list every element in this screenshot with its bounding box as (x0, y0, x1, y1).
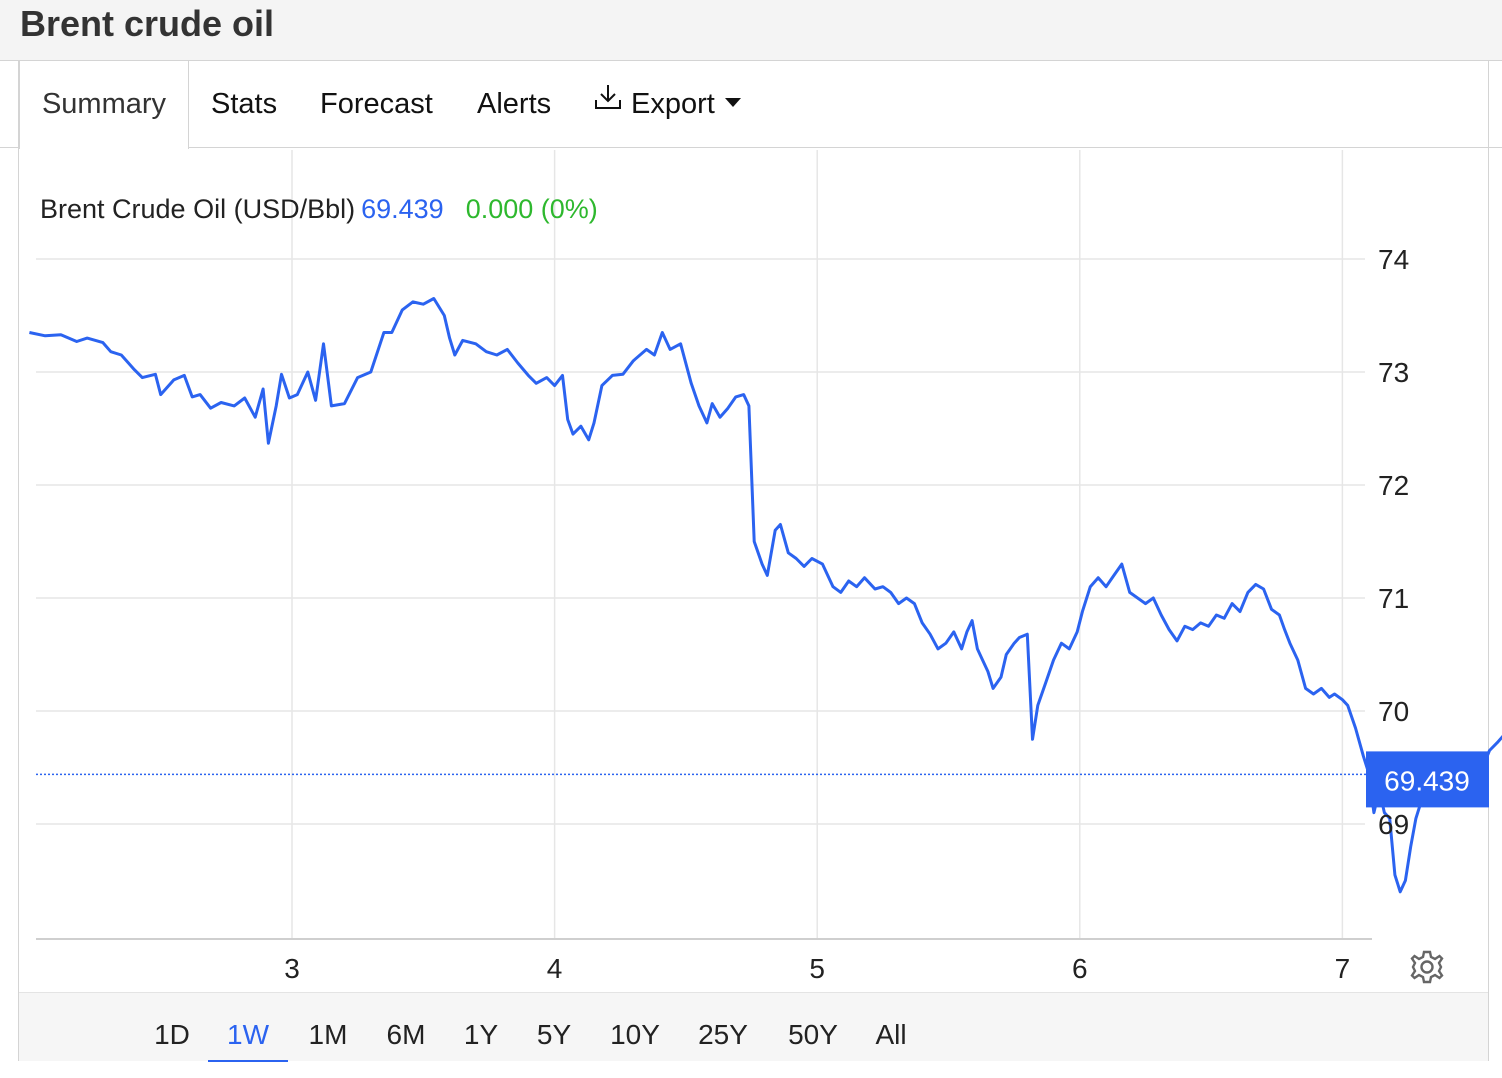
current-price-badge (1366, 751, 1489, 808)
tab-alerts-label: Alerts (477, 88, 552, 120)
x-tick-label: 5 (809, 953, 825, 984)
chevron-down-icon (724, 97, 741, 107)
export-dropdown[interactable]: Export (593, 61, 741, 148)
range-button-1w[interactable]: 1W (208, 1010, 288, 1062)
range-button-5y[interactable]: 5Y (536, 1019, 572, 1050)
page-header: Brent crude oil (0, 0, 1502, 61)
chart-legend: Brent Crude Oil (USD/Bbl) 69.439 0.000 (0%… (40, 190, 598, 228)
range-button-1d[interactable]: 1D (154, 1019, 190, 1050)
range-button-50y[interactable]: 50Y (788, 1019, 838, 1050)
tab-summary[interactable]: Summary (19, 61, 189, 149)
price-chart[interactable]: 74 73 72 71 70 69 3 4 5 6 7 69.439 (0, 0, 1502, 1000)
range-selector-bar (19, 992, 1488, 1061)
y-tick-label: 74 (1378, 244, 1409, 275)
page-title: Brent crude oil (20, 3, 275, 44)
range-button-all[interactable]: All (875, 1019, 907, 1050)
tab-forecast-label: Forecast (320, 88, 433, 120)
tab-divider (0, 147, 19, 148)
y-tick-label: 72 (1378, 470, 1409, 501)
y-tick-label: 71 (1378, 583, 1409, 614)
tab-stats[interactable]: Stats (211, 61, 277, 148)
x-tick-label: 6 (1072, 953, 1088, 984)
current-price-label: 69.439 (1384, 765, 1470, 796)
legend-price: 69.439 (361, 194, 444, 224)
x-tick-label: 7 (1335, 953, 1351, 984)
range-button-1y[interactable]: 1Y (463, 1019, 499, 1050)
tab-summary-label: Summary (41, 88, 167, 120)
download-icon (593, 59, 623, 146)
range-button-10y[interactable]: 10Y (610, 1019, 660, 1050)
export-label: Export (631, 88, 715, 120)
y-tick-label: 69 (1378, 809, 1409, 840)
legend-instrument-name: Brent Crude Oil (USD/Bbl) (40, 194, 356, 224)
legend-change: 0.000 (0%) (465, 194, 598, 224)
range-button-6m[interactable]: 6M (386, 1019, 426, 1050)
y-tick-label: 73 (1378, 357, 1409, 388)
tab-alerts[interactable]: Alerts (477, 61, 551, 148)
range-button-25y[interactable]: 25Y (698, 1019, 748, 1050)
tab-forecast[interactable]: Forecast (320, 61, 433, 148)
x-tick-label: 3 (284, 953, 300, 984)
x-tick-label: 4 (547, 953, 563, 984)
tab-divider (188, 147, 1502, 148)
range-button-1m[interactable]: 1M (308, 1019, 348, 1050)
price-series-line (29, 297, 1502, 894)
tab-stats-label: Stats (211, 88, 278, 120)
gear-icon[interactable] (1408, 948, 1446, 986)
y-tick-label: 70 (1378, 696, 1409, 727)
